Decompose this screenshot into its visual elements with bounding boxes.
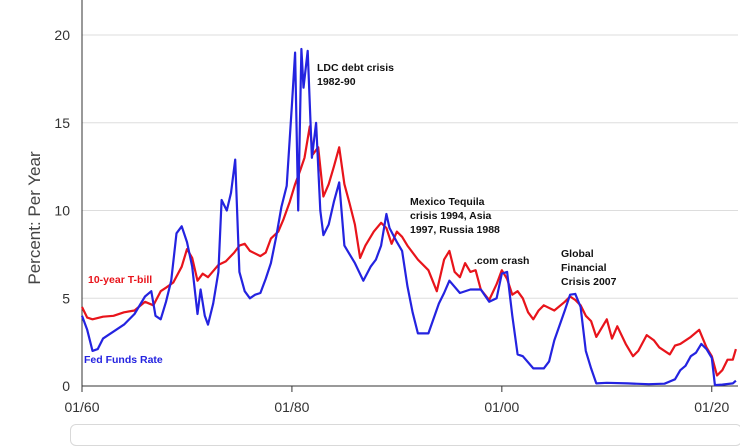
y-tick-label-15: 15 [54, 115, 70, 131]
y-tick-labels: 0 5 10 15 20 [54, 27, 70, 394]
series-line-fedfunds [80, 47, 737, 387]
annotation-gfc-line1: Global [561, 248, 594, 260]
annotation-ldc-line2: 1982-90 [317, 76, 356, 88]
y-tick-label-5: 5 [62, 290, 70, 306]
y-tick-label-0: 0 [62, 378, 70, 394]
annotation-mexico-line1: Mexico Tequila [410, 196, 485, 208]
annotation-mexico-line3: 1997, Russia 1988 [410, 224, 500, 236]
rates-chart: 0 5 10 15 20 01/60 01/80 01/00 01/20 Percent: P… [25, 0, 738, 415]
x-tick-label-01-00: 01/00 [484, 399, 519, 415]
x-tick-label-01-80: 01/80 [274, 399, 309, 415]
annotation-gfc-line2: Financial [561, 262, 607, 274]
series-label-10yr: 10-year T-bill [88, 274, 152, 286]
annotation-gfc-line3: Crisis 2007 [561, 276, 617, 288]
series-label-fedfunds: Fed Funds Rate [84, 354, 163, 366]
series-lines [80, 47, 737, 387]
bottom-panel-edge [70, 424, 740, 446]
x-tick-label-01-60: 01/60 [64, 399, 99, 415]
x-tick-label-01-20: 01/20 [694, 399, 729, 415]
annotation-dotcom: .com crash [474, 255, 529, 267]
x-tick-labels: 01/60 01/80 01/00 01/20 [64, 386, 729, 415]
annotation-ldc-line1: LDC debt crisis [317, 62, 394, 74]
annotation-mexico-line2: crisis 1994, Asia [410, 210, 491, 222]
y-tick-label-10: 10 [54, 203, 70, 219]
y-axis-label: Percent: Per Year [25, 151, 44, 285]
y-tick-label-20: 20 [54, 27, 70, 43]
series-line-10yr [81, 125, 737, 377]
gridlines [82, 34, 738, 299]
